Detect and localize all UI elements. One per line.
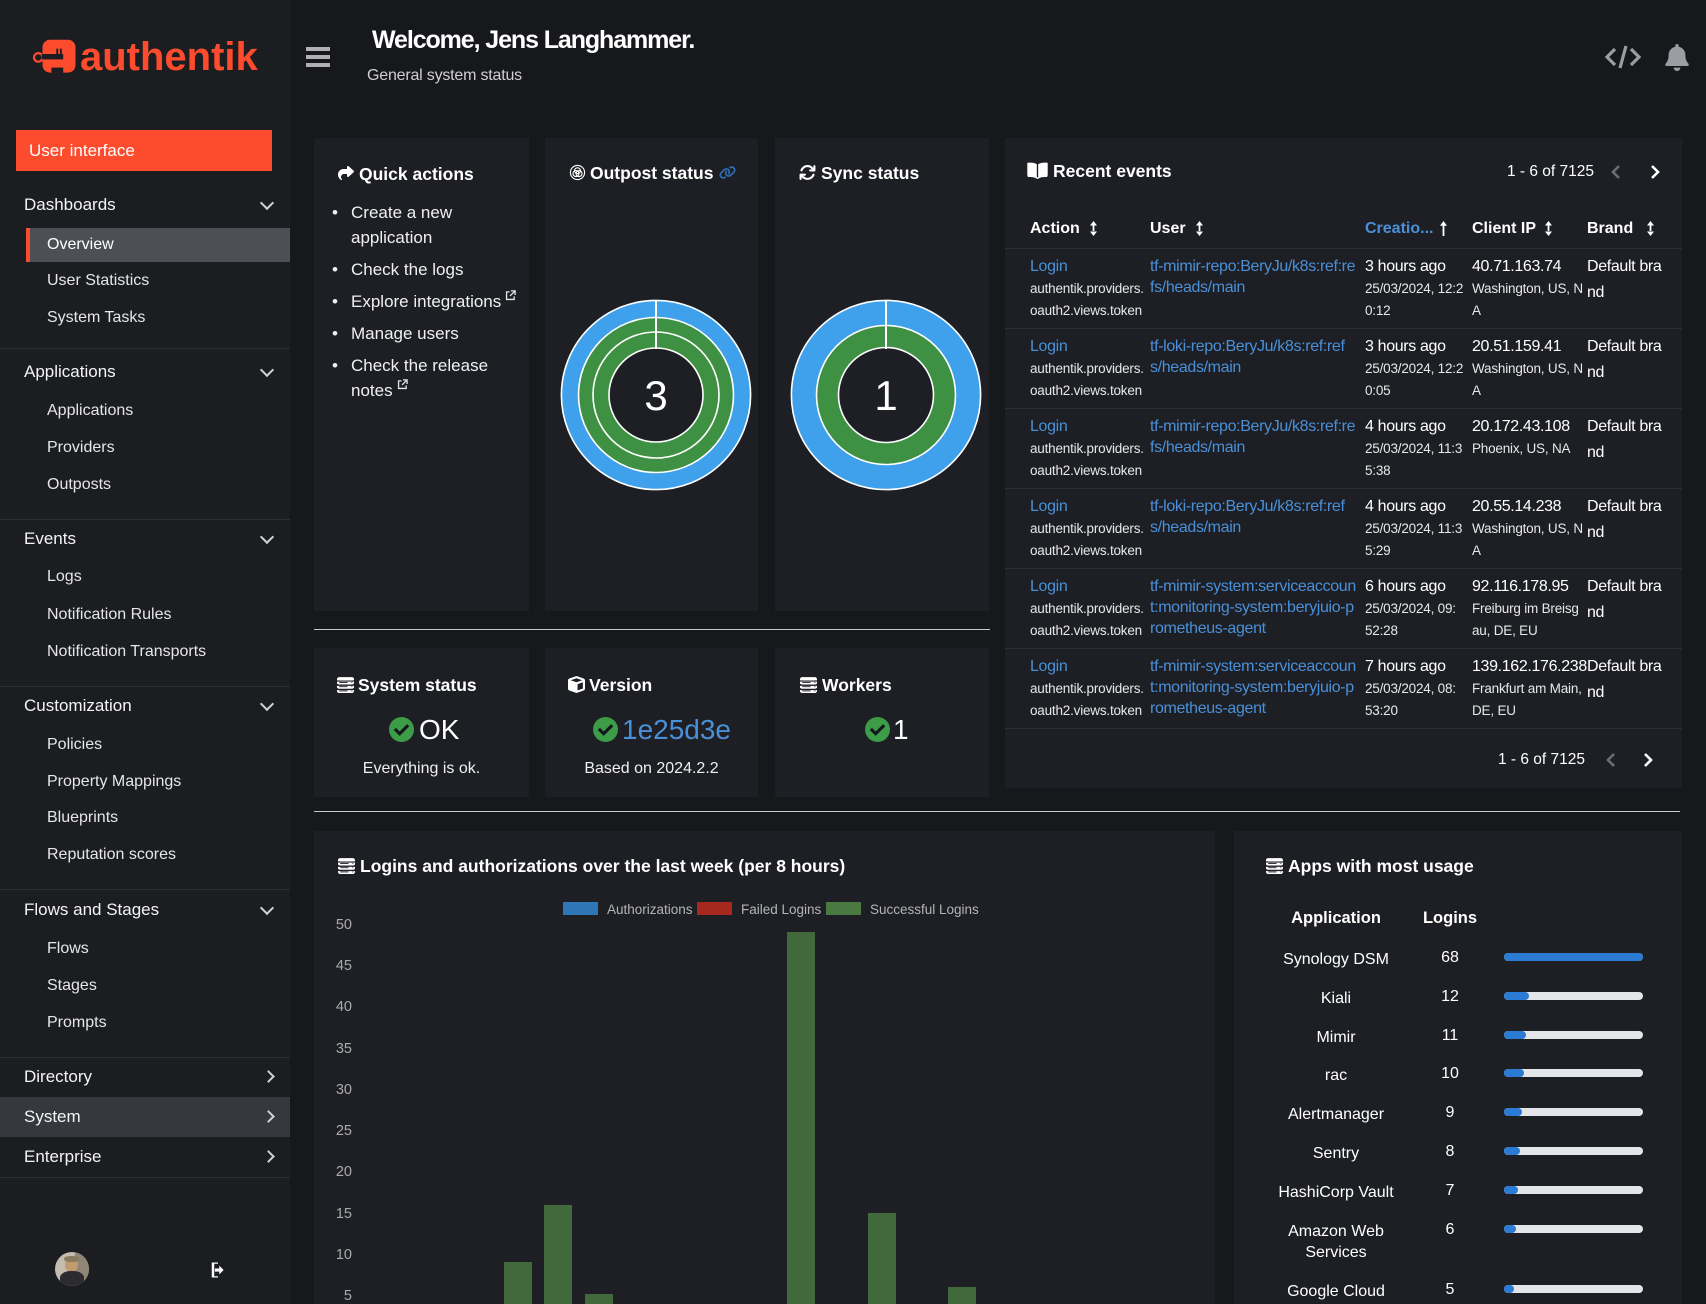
svg-text:authentik: authentik (80, 35, 259, 79)
svg-text:3: 3 (644, 372, 667, 419)
svg-text:1: 1 (874, 372, 897, 419)
